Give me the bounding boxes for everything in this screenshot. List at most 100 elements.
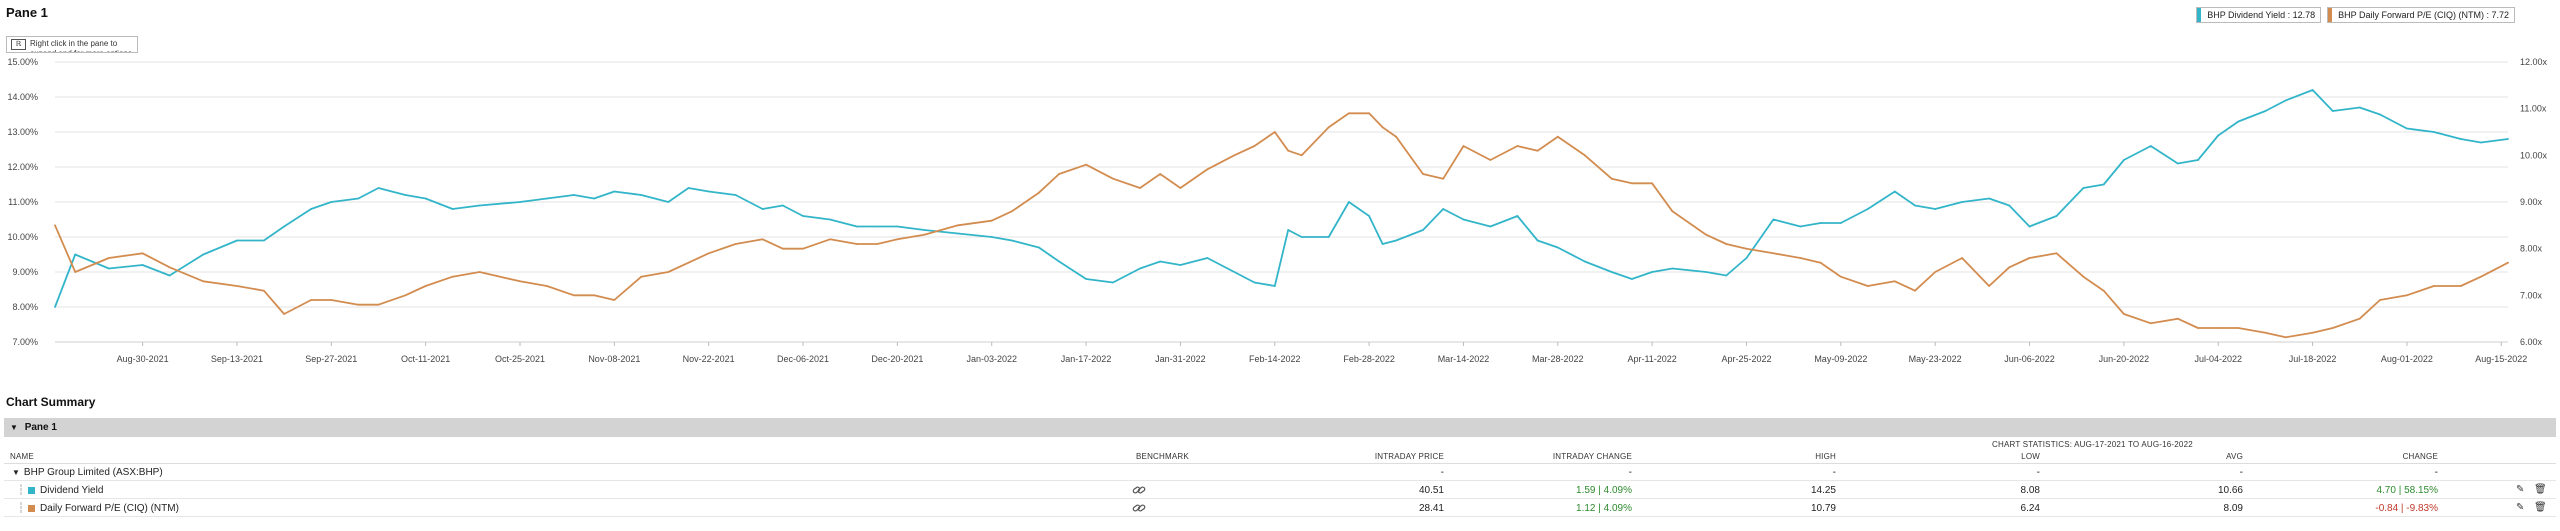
data-point	[1395, 135, 1397, 138]
data-point	[761, 208, 764, 210]
data-point	[1112, 281, 1114, 284]
data-point	[1058, 260, 1060, 263]
data-point	[1745, 247, 1748, 250]
y-left-tick-label: 9.00%	[12, 267, 38, 277]
edit-pencil-icon[interactable]: ✎	[2516, 484, 2525, 495]
data-point	[1348, 112, 1350, 115]
edit-pencil-icon[interactable]: ✎	[2516, 502, 2525, 513]
pane-title: Pane 1	[6, 5, 48, 20]
data-point	[707, 252, 710, 255]
series-line-dividend-yield	[54, 89, 2509, 308]
data-point	[424, 197, 427, 200]
delete-trash-icon[interactable]: 🗑	[2534, 502, 2547, 513]
data-point	[761, 238, 764, 241]
x-tick-label: Nov-08-2021	[588, 354, 640, 364]
data-point	[1934, 208, 1937, 210]
data-point	[1206, 257, 1209, 259]
data-point	[829, 218, 831, 221]
link-benchmark-icon[interactable]	[1132, 502, 1146, 517]
chart-options-icon: ℝ	[11, 39, 26, 50]
data-point	[1159, 173, 1162, 175]
x-tick-label: Jan-03-2022	[966, 354, 1017, 364]
data-point	[1233, 154, 1236, 157]
table-row-group[interactable]: ▼ BHP Group Limited (ASX:BHP) - - - - - -	[4, 464, 2556, 481]
data-point	[1610, 271, 1613, 273]
data-point	[896, 238, 899, 241]
x-tick-label: Oct-11-2021	[401, 354, 450, 364]
data-point	[2123, 313, 2125, 315]
y-left-tick-label: 15.00%	[7, 57, 38, 67]
delete-trash-icon[interactable]: 🗑	[2534, 484, 2547, 495]
data-point	[74, 271, 77, 273]
data-point	[1745, 257, 1748, 259]
col-header-high[interactable]: HIGH	[1815, 452, 1836, 461]
col-header-intraday-change[interactable]: INTRADAY CHANGE	[1552, 452, 1632, 461]
data-point	[2433, 285, 2435, 287]
data-point	[1705, 233, 1707, 236]
summary-pane-header[interactable]: ▼ Pane 1	[4, 418, 2556, 437]
data-point	[1961, 257, 1963, 259]
col-header-benchmark[interactable]: BENCHMARK	[1136, 452, 1189, 461]
chart-legend: BHP Dividend Yield : 12.78 BHP Daily For…	[2196, 7, 2515, 23]
data-point	[283, 225, 285, 228]
data-point	[1671, 210, 1674, 213]
data-point	[1159, 260, 1162, 263]
data-point	[1112, 177, 1114, 180]
data-point	[2480, 275, 2482, 278]
cell-low: 8.08	[2020, 485, 2040, 496]
data-point	[1866, 285, 1869, 287]
data-point	[1839, 275, 1842, 278]
y-right-tick-label: 10.00x	[2520, 150, 2548, 160]
data-point	[330, 299, 333, 301]
data-point	[263, 239, 265, 242]
data-point	[1772, 218, 1775, 221]
data-point	[377, 303, 380, 306]
link-benchmark-icon[interactable]	[1132, 484, 1146, 499]
y-left-tick-label: 12.00%	[7, 162, 38, 172]
data-point	[781, 247, 784, 250]
cell-avg: 8.09	[2223, 503, 2243, 514]
data-point	[687, 187, 690, 189]
data-point	[2082, 275, 2085, 278]
line-chart[interactable]: 7.00% 8.00% 9.00% 10.00% 11.00% 12.00% 13.00% 1…	[0, 55, 2560, 385]
data-point	[2406, 127, 2408, 130]
x-tick-label: Apr-11-2022	[1627, 354, 1676, 364]
caret-down-icon[interactable]: ▼	[12, 468, 20, 477]
data-point	[734, 194, 737, 196]
pane-hint[interactable]: ℝ Right click in the pane to expand and …	[6, 36, 138, 53]
data-point	[667, 271, 670, 273]
col-header-change[interactable]: CHANGE	[2402, 452, 2438, 461]
row-name-cell: ┆ Daily Forward P/E (CIQ) (NTM)	[18, 503, 179, 514]
pane-hint-text: Right click in the pane to expand and fo…	[30, 39, 132, 52]
col-header-name[interactable]: NAME	[10, 452, 34, 461]
y-right-tick-label: 8.00x	[2520, 244, 2543, 254]
data-point	[613, 190, 616, 193]
data-point	[923, 233, 926, 236]
data-point	[2055, 252, 2058, 255]
data-point	[2284, 336, 2287, 339]
col-header-low[interactable]: LOW	[2021, 452, 2040, 461]
data-point	[2433, 131, 2435, 133]
y-left-tick-label: 8.00%	[12, 302, 38, 312]
data-point	[1381, 243, 1384, 245]
row-name: Dividend Yield	[40, 485, 104, 496]
y-right-tick-label: 11.00x	[2520, 104, 2547, 114]
data-point	[202, 280, 205, 283]
data-point	[1368, 112, 1370, 115]
col-header-avg[interactable]: AVG	[2226, 452, 2243, 461]
col-header-intraday-price[interactable]: INTRADAY PRICE	[1374, 452, 1444, 461]
x-tick-label: Mar-14-2022	[1438, 354, 1490, 364]
data-point	[2507, 138, 2509, 140]
data-point	[74, 253, 77, 256]
legend-item-forward-pe[interactable]: BHP Daily Forward P/E (CIQ) (NTM) : 7.72	[2327, 7, 2515, 23]
y-left-tick-label: 10.00%	[7, 232, 38, 242]
data-point	[1422, 173, 1424, 175]
data-point	[1381, 126, 1384, 129]
data-point	[2008, 266, 2011, 269]
table-row[interactable]: ┆ Daily Forward P/E (CIQ) (NTM) 28.41 1.1…	[4, 500, 2556, 517]
legend-item-dividend-yield[interactable]: BHP Dividend Yield : 12.78	[2196, 7, 2322, 23]
data-point	[54, 306, 56, 308]
caret-down-icon[interactable]: ▼	[10, 423, 18, 432]
data-point	[141, 264, 144, 266]
table-row[interactable]: ┆ Dividend Yield 40.51 1.59 | 4.09% 14.25…	[4, 482, 2556, 499]
